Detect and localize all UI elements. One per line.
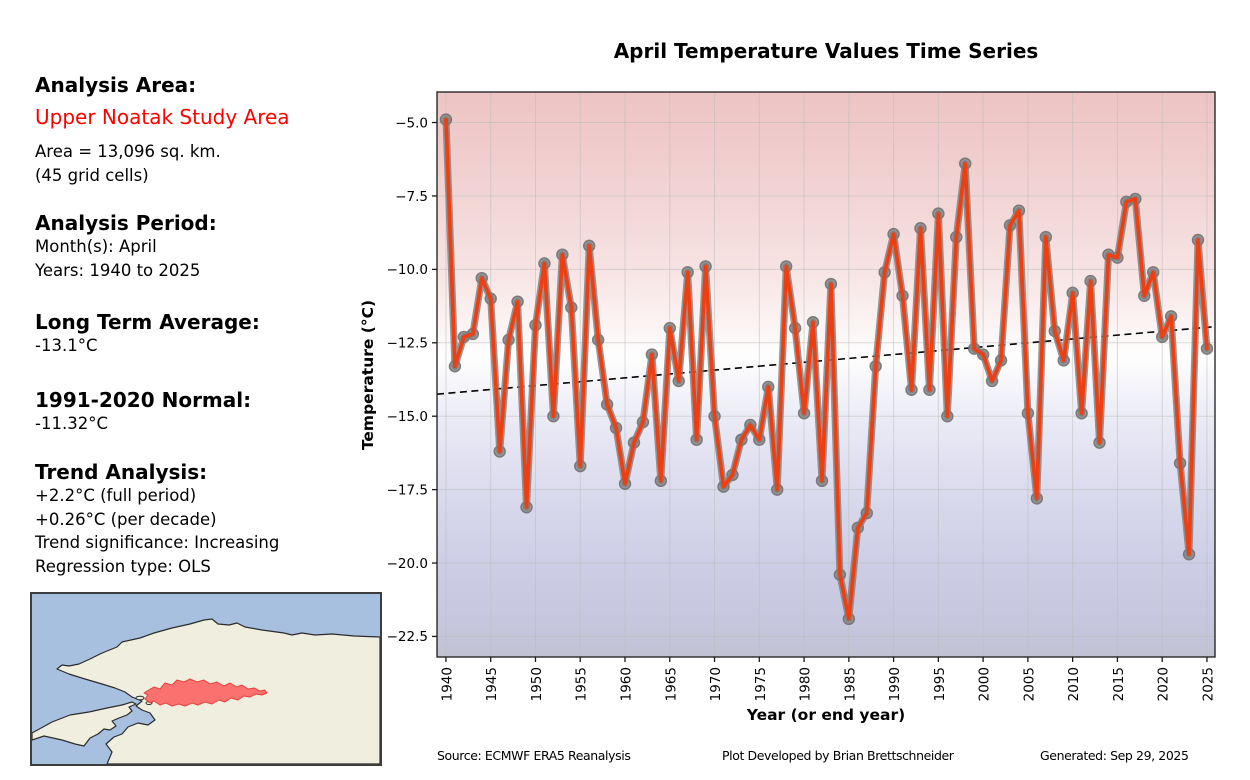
trend-significance: Trend significance: Increasing: [35, 533, 280, 552]
long-term-average-value: -13.1°C: [35, 336, 98, 355]
map-land-peninsula: [32, 701, 137, 747]
x-tick-label: 1985: [842, 667, 858, 701]
regression-type: Regression type: OLS: [35, 556, 211, 576]
y-tick-label: −12.5: [387, 336, 428, 352]
trend-per-decade: +0.26°C (per decade): [35, 509, 217, 529]
x-tick-label: 2020: [1156, 667, 1172, 701]
x-tick-label: 1990: [887, 667, 903, 701]
x-tick-label: 2025: [1200, 667, 1216, 701]
y-tick-label: −22.5: [387, 629, 428, 645]
series-line: [442, 116, 1211, 623]
x-tick-label: 1950: [529, 667, 545, 701]
x-tick-label: 1980: [798, 667, 814, 701]
years-line: Years: 1940 to 2025: [35, 260, 201, 280]
y-tick-label: −10.0: [387, 262, 428, 278]
plot-border: [436, 91, 1216, 658]
normal-heading: 1991-2020 Normal:: [35, 387, 252, 412]
x-tick-label: 1965: [663, 667, 679, 701]
trend-full-period: +2.2°C (full period): [35, 486, 197, 505]
footer-credit: Plot Developed by Brian Brettschneider: [722, 748, 955, 763]
map-islet: [135, 695, 145, 701]
locator-map: [30, 592, 382, 766]
trend-analysis-heading: Trend Analysis:: [35, 460, 208, 484]
y-tick-label: −15.0: [387, 409, 428, 425]
months-line: Month(s): April: [35, 237, 157, 256]
x-tick-label: 1960: [619, 667, 635, 701]
x-tick-label: 1940: [439, 667, 455, 701]
y-tick-label: −5.0: [395, 115, 428, 131]
grid-cells-line: (45 grid cells): [35, 165, 149, 185]
long-term-average-heading: Long Term Average:: [35, 310, 260, 334]
x-tick-label: 1970: [708, 667, 724, 701]
normal-value: -11.32°C: [35, 413, 108, 433]
x-tick-label: 2010: [1066, 667, 1082, 701]
chart-title: April Temperature Values Time Series: [614, 39, 1039, 63]
y-axis-label: Temperature (°C): [359, 300, 377, 450]
y-tick-label: −20.0: [387, 556, 428, 572]
footer-source: Source: ECMWF ERA5 Reanalysis: [437, 748, 630, 763]
y-tick-label: −17.5: [387, 482, 428, 498]
x-tick-label: 1995: [932, 667, 948, 701]
x-tick-label: 2015: [1111, 667, 1127, 701]
info-panel: Analysis Area: Upper Noatak Study Area A…: [35, 74, 415, 578]
analysis-area-name: Upper Noatak Study Area: [35, 105, 290, 129]
x-tick-label: 2000: [977, 667, 993, 701]
x-axis-ticks: 1940 1945 1950 1955 1960 1965 1970 1975 1980 1985…: [439, 657, 1216, 701]
x-tick-label: 2005: [1021, 667, 1037, 701]
x-tick-label: 1955: [574, 667, 590, 701]
x-tick-label: 1975: [753, 667, 769, 701]
analysis-area-heading: Analysis Area:: [35, 73, 197, 97]
y-axis-ticks: −22.5 −20.0 −17.5 −15.0 −12.5 −10.0 −7.5 −5.0: [387, 115, 437, 645]
footer-generated: Generated: Sep 29, 2025: [1040, 748, 1189, 763]
map-study-area: [143, 678, 268, 707]
y-tick-label: −7.5: [395, 189, 428, 205]
analysis-period-heading: Analysis Period:: [35, 211, 217, 235]
x-axis-label: Year (or end year): [746, 706, 905, 724]
area-size-line: Area = 13,096 sq. km.: [35, 142, 221, 161]
x-tick-label: 1945: [484, 667, 500, 701]
